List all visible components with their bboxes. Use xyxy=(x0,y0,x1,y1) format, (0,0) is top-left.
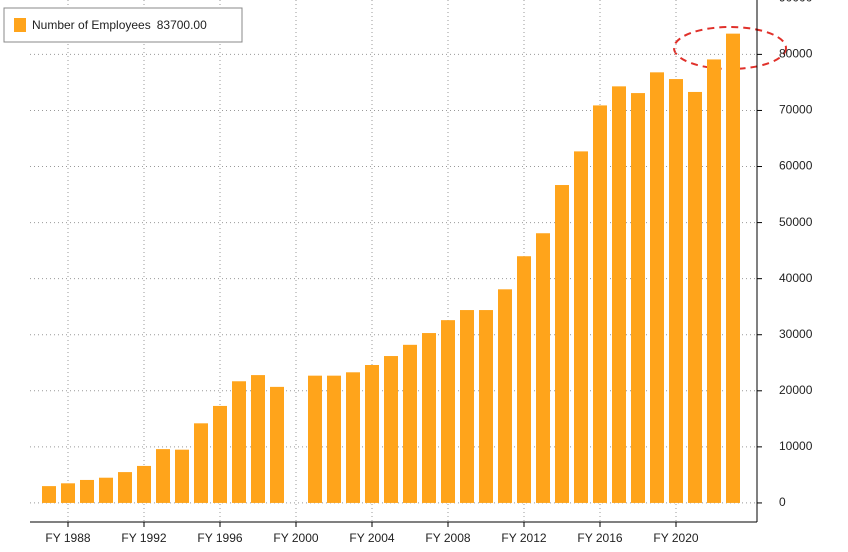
bar xyxy=(631,93,645,503)
bar xyxy=(612,86,626,503)
bar xyxy=(669,79,683,503)
bar xyxy=(403,344,417,503)
bar xyxy=(118,472,132,503)
bar xyxy=(175,449,189,503)
bar xyxy=(574,151,588,503)
bar xyxy=(61,483,75,503)
x-tick-label: FY 1988 xyxy=(45,531,90,545)
bar xyxy=(137,465,151,503)
legend-value: 83700.00 xyxy=(157,18,207,32)
bar xyxy=(384,356,398,503)
bar xyxy=(42,486,56,503)
y-tick-label: 30000 xyxy=(779,327,813,341)
bar xyxy=(422,333,436,503)
legend-box xyxy=(3,7,243,43)
y-tick-label: 40000 xyxy=(779,271,813,285)
bar xyxy=(479,310,493,503)
bar xyxy=(213,405,227,503)
x-tick-label: FY 1992 xyxy=(121,531,166,545)
y-tick-label: 80000 xyxy=(779,47,813,61)
bar xyxy=(726,33,740,503)
bar xyxy=(517,256,531,503)
bar xyxy=(555,185,569,503)
bar xyxy=(270,386,284,503)
bar xyxy=(536,233,550,503)
bar xyxy=(460,310,474,503)
legend-swatch xyxy=(14,18,26,32)
bar xyxy=(365,365,379,503)
y-tick-label: 50000 xyxy=(779,215,813,229)
bar xyxy=(99,477,113,503)
bar xyxy=(441,320,455,503)
y-tick-label: 60000 xyxy=(779,159,813,173)
y-tick-label: 10000 xyxy=(779,439,813,453)
bar xyxy=(650,72,664,503)
bar xyxy=(80,479,94,503)
bar xyxy=(232,381,246,503)
x-tick-label: FY 2008 xyxy=(425,531,470,545)
y-tick-label: 70000 xyxy=(779,103,813,117)
y-tick-label: 0 xyxy=(779,495,786,509)
x-tick-label: FY 2004 xyxy=(349,531,394,545)
bar xyxy=(251,375,265,503)
x-tick-label: FY 2020 xyxy=(653,531,698,545)
y-tick-label: 20000 xyxy=(779,383,813,397)
bar xyxy=(346,372,360,503)
x-tick-label: FY 2012 xyxy=(501,531,546,545)
bar xyxy=(194,423,208,503)
bar xyxy=(327,375,341,503)
bar xyxy=(498,289,512,503)
bar xyxy=(308,375,322,503)
bar xyxy=(688,91,702,503)
x-tick-label: FY 2000 xyxy=(273,531,318,545)
bar xyxy=(593,105,607,503)
x-tick-label: FY 1996 xyxy=(197,531,242,545)
x-tick-label: FY 2016 xyxy=(577,531,622,545)
y-tick-label: 90000 xyxy=(779,0,813,4)
legend-label: Number of Employees 83700.00 xyxy=(32,18,207,32)
legend-name: Number of Employees xyxy=(32,18,151,32)
bar xyxy=(156,449,170,503)
bar xyxy=(707,59,721,503)
